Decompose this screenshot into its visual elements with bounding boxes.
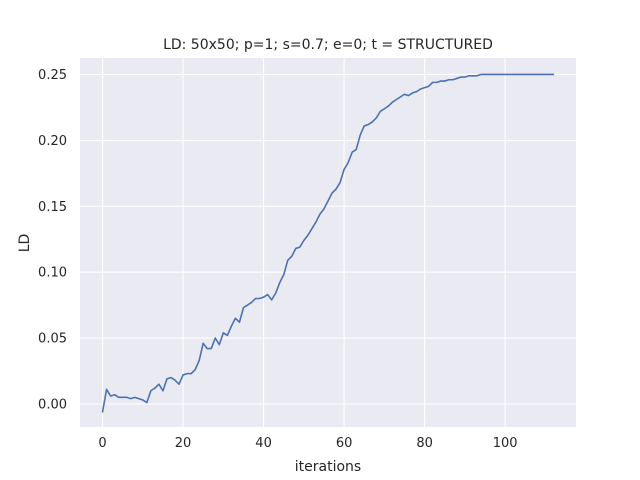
x-tick-label: 100 <box>493 436 518 451</box>
y-tick-label: 0.25 <box>38 68 67 83</box>
x-tick-label: 20 <box>175 436 192 451</box>
x-gridlines <box>101 58 506 427</box>
x-tick-labels: 0 20 40 60 80 100 <box>98 436 517 451</box>
x-tick-label: 80 <box>416 436 433 451</box>
x-tick-label: 0 <box>98 436 106 451</box>
series-group <box>101 73 555 413</box>
x-tick-label: 40 <box>255 436 272 451</box>
y-axis-label: LD <box>17 234 33 253</box>
series-line <box>101 73 555 413</box>
chart-title: LD: 50x50; p=1; s=0.7; e=0; t = STRUCTUR… <box>163 37 493 53</box>
y-tick-label: 0.10 <box>38 266 67 281</box>
y-tick-label: 0.20 <box>38 134 67 149</box>
x-tick-label: 60 <box>336 436 353 451</box>
y-tick-labels: 0.00 0.05 0.10 0.15 0.20 0.25 <box>38 68 67 412</box>
y-tick-label: 0.15 <box>38 200 67 215</box>
y-tick-label: 0.05 <box>38 332 67 347</box>
y-gridlines <box>80 73 576 405</box>
x-axis-label: iterations <box>295 459 361 475</box>
y-tick-label: 0.00 <box>38 397 67 412</box>
plot-background <box>80 58 576 427</box>
